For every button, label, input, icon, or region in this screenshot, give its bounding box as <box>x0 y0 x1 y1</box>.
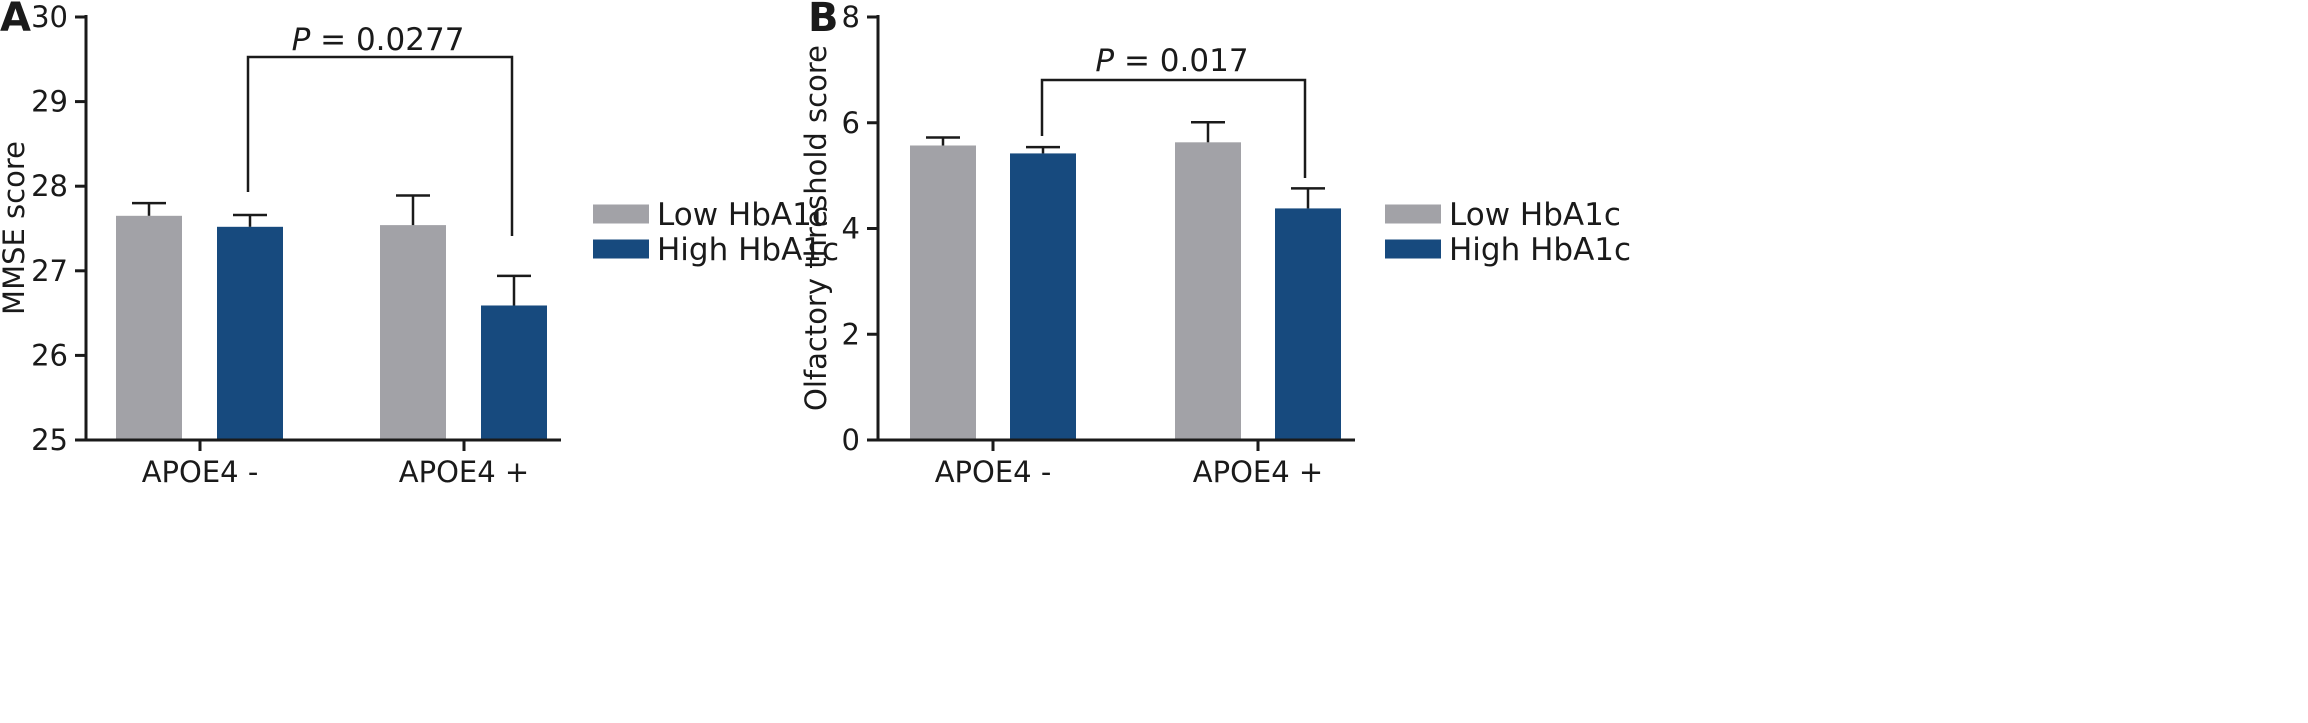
y-tick-label: 30 <box>31 0 68 34</box>
significance-bracket <box>246 55 514 236</box>
y-tick-label: 27 <box>31 254 68 288</box>
panel-letter: A <box>0 0 31 41</box>
bar <box>217 226 283 440</box>
x-category-label: APOE4 - <box>142 455 259 489</box>
y-axis-title: MMSE score <box>0 141 31 315</box>
chart-panel-a: A 25 26 27 28 29 30 MMSE score APOE4 - APOE4 + P =… <box>0 0 839 489</box>
bar <box>1175 142 1241 440</box>
legend-label: High HbA1c <box>1449 232 1631 268</box>
panel-letter: B <box>808 0 839 41</box>
legend-swatch <box>1385 239 1441 259</box>
x-category-label: APOE4 - <box>935 455 1052 489</box>
y-tick-label: 0 <box>842 423 860 457</box>
bar <box>116 215 182 440</box>
legend-swatch <box>593 239 649 259</box>
legend-label: Low HbA1c <box>1449 197 1621 233</box>
p-symbol: P <box>1095 43 1114 79</box>
bar <box>481 305 547 440</box>
bar <box>910 145 976 440</box>
y-tick-label: 6 <box>842 106 860 140</box>
y-tick-label: 28 <box>31 169 68 203</box>
p-value-label: P = 0.017 <box>1095 43 1248 79</box>
y-tick-label: 8 <box>842 0 860 34</box>
x-category-label: APOE4 + <box>1193 455 1323 489</box>
p-value-text: = 0.0277 <box>310 22 464 58</box>
x-category-label: APOE4 + <box>399 455 529 489</box>
p-value-text: = 0.017 <box>1114 43 1248 79</box>
significance-bracket <box>1040 78 1307 178</box>
bar <box>380 225 446 440</box>
legend-swatch <box>593 204 649 224</box>
y-tick-label: 26 <box>31 338 68 372</box>
y-tick-label: 2 <box>842 317 860 351</box>
legend-label: High HbA1c <box>657 232 839 268</box>
y-tick-label: 4 <box>842 212 860 246</box>
bar <box>1275 208 1341 440</box>
y-tick-label: 29 <box>31 85 68 119</box>
p-symbol: P <box>292 22 311 58</box>
chart-panel-b: B 0 2 4 6 8 Olfactory threshold score APOE4 - AP… <box>799 0 1631 489</box>
legend-swatch <box>1385 204 1441 224</box>
bar <box>1010 153 1076 441</box>
legend-label: Low HbA1c <box>657 197 829 233</box>
p-value-label: P = 0.0277 <box>292 22 465 58</box>
y-axis-title: Olfactory threshold score <box>799 45 833 411</box>
y-tick-label: 25 <box>31 423 68 457</box>
